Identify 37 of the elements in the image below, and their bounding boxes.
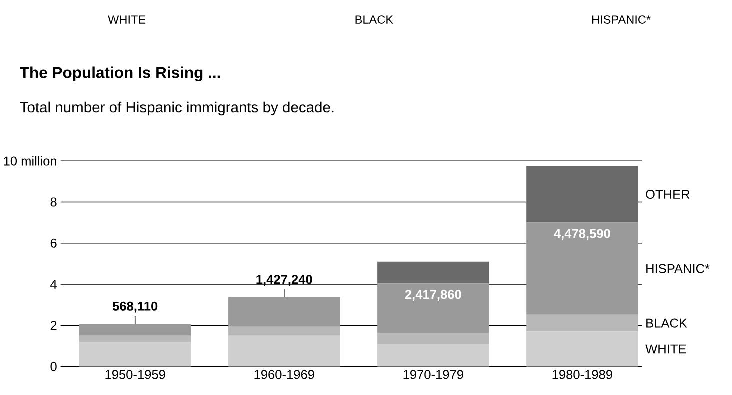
bar bbox=[228, 297, 340, 327]
annotation: 1,427,240 bbox=[256, 274, 312, 286]
y-tick-label: 4 bbox=[50, 280, 57, 289]
y-tick-label: 8 bbox=[50, 198, 57, 207]
annotation: 2,417,860 bbox=[405, 290, 462, 301]
series-label: BLACK bbox=[646, 318, 688, 328]
bar bbox=[80, 324, 192, 336]
series-label: OTHER bbox=[646, 190, 690, 199]
x-tick-label: 1960-1969 bbox=[254, 370, 314, 380]
bar bbox=[80, 342, 192, 367]
bar bbox=[228, 336, 340, 367]
chart-subtitle: Total number of Hispanic immigrants by decade. bbox=[20, 102, 334, 116]
y-tick-label: 0 bbox=[50, 362, 57, 372]
bar bbox=[526, 332, 638, 367]
x-tick-label: 1950-1959 bbox=[106, 370, 166, 380]
y-tick-label: 10 million bbox=[4, 156, 57, 166]
bar bbox=[526, 222, 638, 315]
chart-title: The Population Is Rising ... bbox=[20, 66, 220, 82]
bar bbox=[378, 333, 490, 344]
x-tick-label: 1980-1989 bbox=[552, 370, 612, 380]
annotation: 568,110 bbox=[112, 302, 158, 313]
y-tick-label: 6 bbox=[50, 238, 57, 248]
series-label: WHITE bbox=[646, 344, 686, 354]
y-tick-label: 2 bbox=[50, 320, 57, 330]
series-label: HISPANIC* bbox=[646, 264, 710, 274]
bar bbox=[526, 314, 638, 332]
text: WHITE bbox=[108, 16, 146, 24]
bar bbox=[378, 283, 490, 334]
bar bbox=[526, 166, 638, 223]
bar bbox=[228, 326, 340, 336]
x-tick-label: 1970-1979 bbox=[404, 370, 464, 380]
text: HISPANIC* bbox=[592, 15, 651, 24]
annotation: 4,478,590 bbox=[554, 229, 610, 240]
text: BLACK bbox=[356, 15, 394, 24]
bar bbox=[378, 262, 490, 284]
bar bbox=[80, 336, 192, 342]
bar bbox=[378, 344, 490, 367]
